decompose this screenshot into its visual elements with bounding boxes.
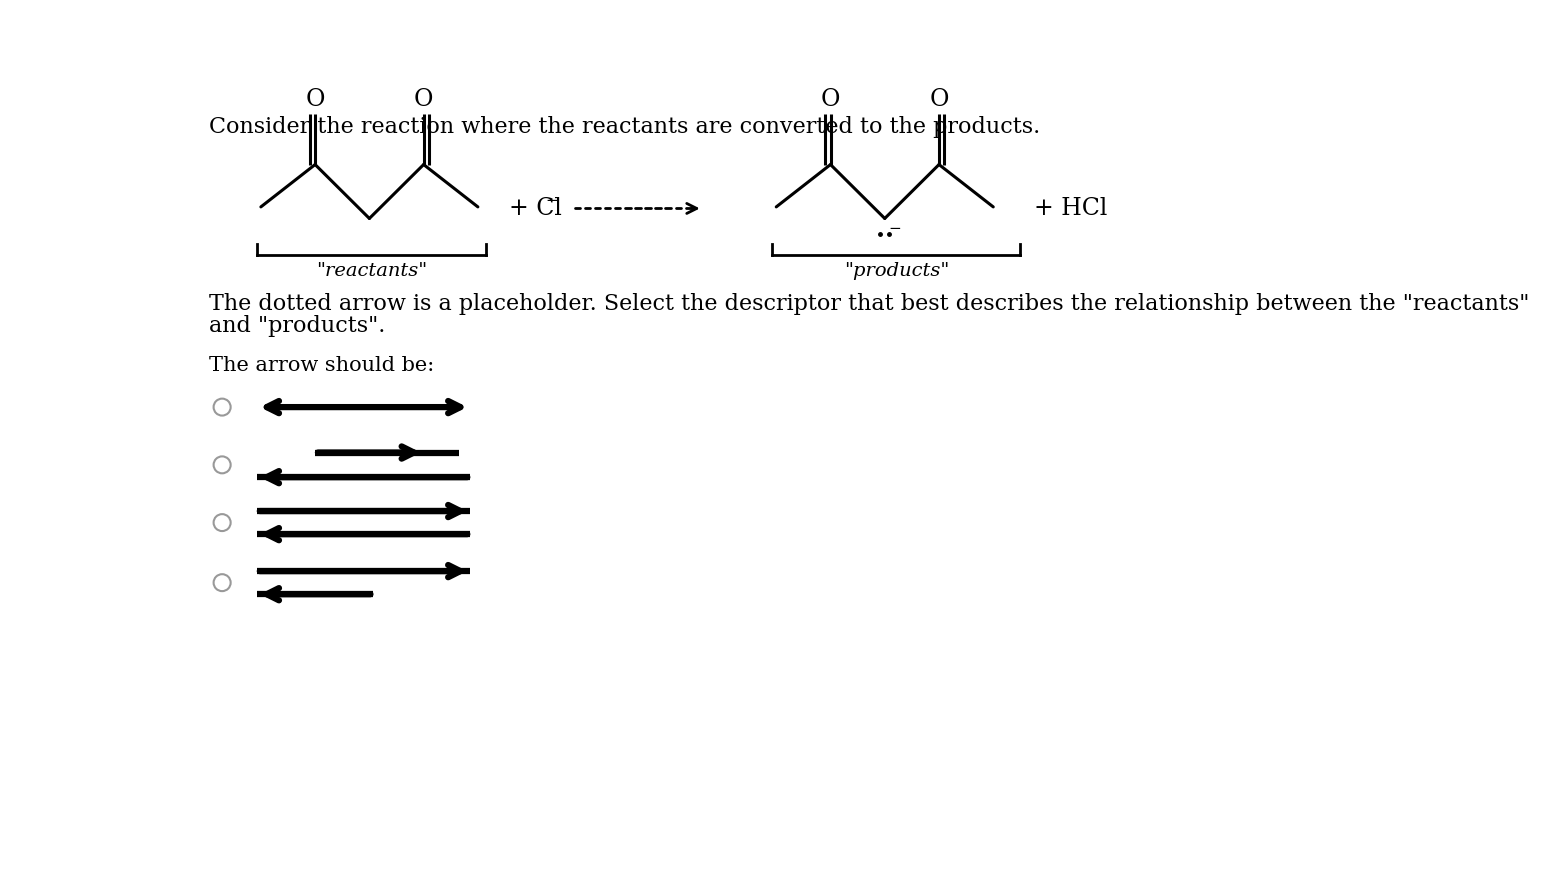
Text: + Cl: + Cl [509,197,562,220]
Text: The arrow should be:: The arrow should be: [209,356,434,376]
Text: O: O [930,88,948,111]
Text: + HCl: + HCl [1034,197,1108,220]
Text: Consider the reaction where the reactants are converted to the products.: Consider the reaction where the reactant… [209,116,1041,138]
Text: O: O [306,88,324,111]
Text: "reactants": "reactants" [315,262,427,279]
Text: O: O [821,88,841,111]
Text: O: O [413,88,434,111]
Text: −: − [546,194,558,207]
Text: and "products".: and "products". [209,315,385,336]
Text: −: − [889,221,902,236]
Text: "products": "products" [844,262,948,279]
Text: The dotted arrow is a placeholder. Select the descriptor that best describes the: The dotted arrow is a placeholder. Selec… [209,293,1529,315]
